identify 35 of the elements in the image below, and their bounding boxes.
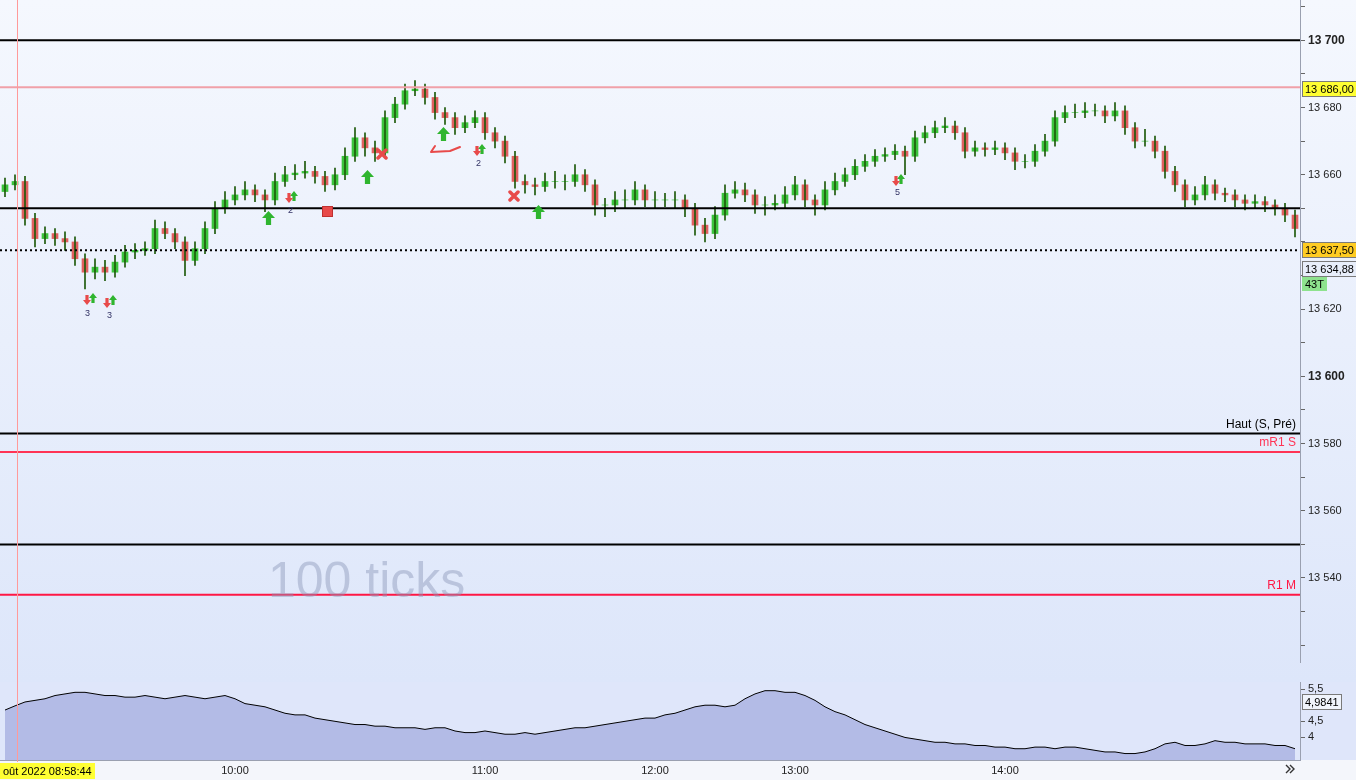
- y-tick-label: 13 600: [1308, 368, 1346, 383]
- ref-line-label: R1 M: [1267, 578, 1296, 593]
- annotation: 100 ticks: [268, 552, 466, 608]
- text: 13 634,88: [1302, 261, 1356, 277]
- annotation: 5: [895, 186, 901, 199]
- text: oût 2022 08:58:44: [0, 763, 95, 779]
- x-tick-label: 12:00: [641, 763, 669, 776]
- candlestick: [561, 174, 569, 191]
- y-tick-label: 13 620: [1308, 302, 1342, 315]
- annotation: 3: [107, 309, 113, 322]
- annotation: 2: [288, 204, 294, 217]
- y-tick-label: 13 680: [1308, 100, 1342, 113]
- y-tick-label: 13 700: [1308, 32, 1346, 47]
- ref-line-label: Haut (S, Pré): [1225, 416, 1296, 431]
- candlestick: [1071, 103, 1079, 118]
- y-tick-label: 13 560: [1308, 503, 1342, 516]
- candlestick: [1021, 154, 1029, 169]
- y-tick-label: 4,5: [1308, 714, 1324, 727]
- text: 13 686,00: [1302, 81, 1356, 97]
- x-tick-label: 14:00: [991, 763, 1019, 776]
- text: 4,9841: [1302, 694, 1342, 710]
- y-tick-label: 4: [1308, 730, 1315, 743]
- annotation: 2: [476, 157, 482, 170]
- y-tick-label: 5,5: [1308, 682, 1324, 695]
- x-tick-label: 10:00: [221, 763, 249, 776]
- y-tick-label: 13 660: [1308, 167, 1342, 180]
- y-tick-label: 13 540: [1308, 571, 1342, 584]
- text: 13 637,50: [1302, 242, 1356, 258]
- ref-line-label: mR1 S: [1259, 435, 1296, 450]
- annotation: 3: [85, 307, 91, 320]
- y-tick-label: 13 580: [1308, 436, 1342, 449]
- candlestick: [551, 171, 559, 189]
- text: 43T: [1302, 277, 1327, 291]
- x-tick-label: 11:00: [471, 763, 499, 776]
- x-tick-label: 13:00: [781, 763, 809, 776]
